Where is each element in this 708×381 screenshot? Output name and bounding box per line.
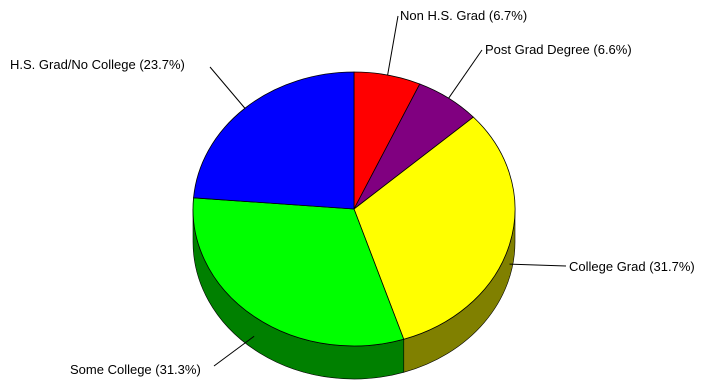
leader-line-college-grad — [509, 263, 567, 267]
leader-line-hs-grad-no-college — [209, 66, 246, 109]
slice-label-post-grad-degree: Post Grad Degree (6.6%) — [485, 42, 632, 57]
leader-line-non-hs-grad — [387, 15, 399, 76]
slice-label-hs-grad-no-college: H.S. Grad/No College (23.7%) — [10, 57, 185, 72]
leader-line-some-college — [213, 335, 255, 367]
slice-label-some-college: Some College (31.3%) — [70, 362, 201, 377]
leader-lines — [209, 15, 567, 367]
pie-slice-college-grad — [353, 116, 516, 340]
leader-line-post-grad-degree — [448, 49, 483, 99]
pie-slices — [192, 71, 516, 347]
slice-label-non-hs-grad: Non H.S. Grad (6.7%) — [400, 8, 527, 23]
pie-slice-some-college — [192, 197, 405, 347]
pie-slice-hs-grad-no-college — [193, 71, 355, 210]
slice-label-college-grad: College Grad (31.7%) — [569, 259, 695, 274]
